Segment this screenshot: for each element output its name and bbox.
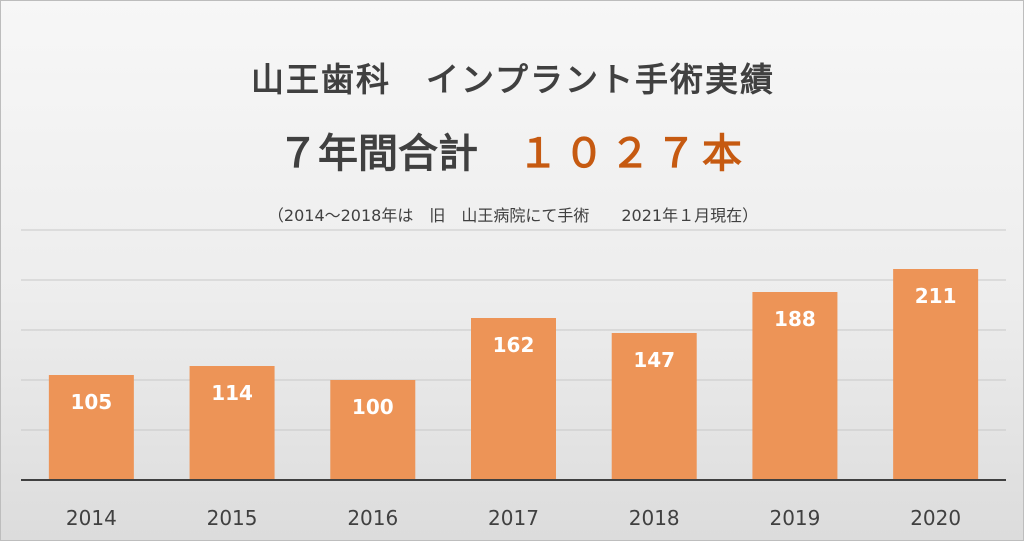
bar-2019 — [752, 292, 838, 480]
x-tick-labels: 2014 2015 2016 2017 2018 2019 2020 — [66, 506, 961, 530]
data-label-2015: 114 — [211, 381, 253, 405]
x-tick-label-2017: 2017 — [488, 506, 539, 530]
bar-2017 — [471, 318, 556, 480]
data-label-2014: 105 — [70, 390, 112, 414]
data-label-2019: 188 — [774, 307, 816, 331]
x-tick-label-2014: 2014 — [66, 506, 117, 530]
x-tick-label-2020: 2020 — [910, 506, 961, 530]
data-label-2017: 162 — [493, 333, 535, 357]
total-label: ７年間合計 — [278, 131, 518, 177]
x-tick-label-2018: 2018 — [629, 506, 680, 530]
bar-2018 — [611, 333, 697, 480]
chart-note: （2014～2018年は 旧 山王病院にて手術 2021年１月現在） — [267, 206, 759, 225]
x-tick-label-2016: 2016 — [347, 506, 398, 530]
bar-2020 — [893, 269, 979, 480]
data-label-2016: 100 — [352, 395, 394, 419]
data-labels: 105 114 100 162 147 188 211 — [70, 284, 956, 419]
chart-title: 山王歯科 インプラント手術実績 — [250, 60, 775, 99]
x-tick-label-2015: 2015 — [207, 506, 258, 530]
bars — [48, 269, 979, 480]
bar-2014 — [48, 375, 134, 480]
data-label-2018: 147 — [633, 348, 675, 372]
x-tick-label-2019: 2019 — [769, 506, 820, 530]
bar-2016 — [330, 380, 416, 480]
data-label-2020: 211 — [915, 284, 957, 308]
total-line: ７年間合計 １０２７本 — [1, 121, 1023, 179]
bar-2015 — [189, 366, 275, 480]
total-value: １０２７本 — [518, 131, 748, 177]
